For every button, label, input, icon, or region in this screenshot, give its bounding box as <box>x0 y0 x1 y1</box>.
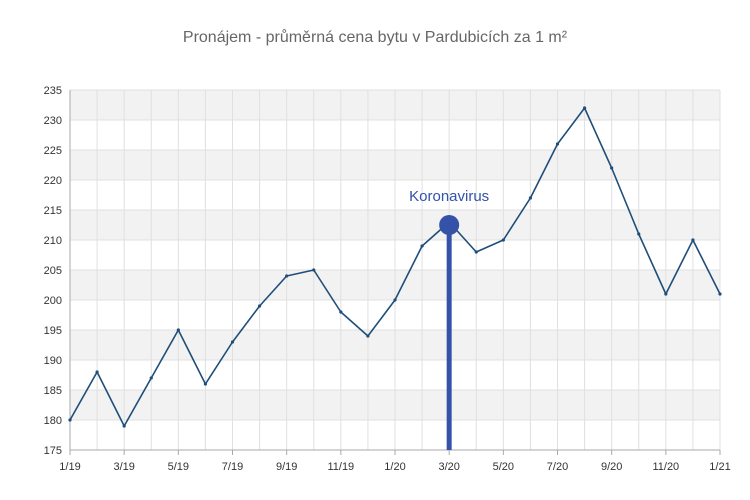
y-tick-label: 195 <box>44 325 62 337</box>
data-point <box>555 142 560 146</box>
x-tick-label: 11/20 <box>652 461 679 473</box>
x-tick-label: 11/19 <box>327 461 354 473</box>
y-tick-label: 175 <box>44 445 62 457</box>
data-point <box>393 298 397 302</box>
x-tick-label: 1/19 <box>59 461 80 473</box>
data-point <box>718 292 722 296</box>
data-point <box>664 292 668 296</box>
data-point <box>474 250 478 254</box>
grid-lines <box>69 89 721 451</box>
y-axis: 175 180 185 190 195 200 205 210 215 220 225 230 235 <box>44 85 71 457</box>
y-tick-label: 230 <box>44 115 62 127</box>
y-tick-label: 215 <box>44 205 62 217</box>
data-point <box>312 268 316 272</box>
annotation-marker <box>439 215 460 235</box>
data-point <box>501 238 505 242</box>
y-tick-label: 185 <box>44 385 62 397</box>
x-tick-label: 9/20 <box>601 461 622 473</box>
x-tick-label: 3/19 <box>113 461 134 473</box>
data-point <box>230 340 235 344</box>
y-tick-label: 225 <box>44 145 62 157</box>
y-tick-label: 200 <box>44 295 62 307</box>
x-tick-label: 1/20 <box>384 461 405 473</box>
data-point <box>176 328 180 332</box>
data-point <box>420 244 424 248</box>
x-axis: 1/19 3/19 5/19 7/19 9/19 11/19 1/20 3/20 5/20 7/2… <box>59 449 731 473</box>
x-tick-label: 9/19 <box>276 461 297 473</box>
data-point <box>528 196 533 200</box>
x-tick-label: 5/20 <box>493 461 514 473</box>
data-point <box>68 418 72 422</box>
y-tick-label: 220 <box>44 175 62 187</box>
y-tick-label: 205 <box>44 265 62 277</box>
chart-title: Pronájem - průměrná cena bytu v Pardubic… <box>183 28 568 46</box>
data-point <box>691 238 695 242</box>
data-point <box>637 232 641 236</box>
y-tick-label: 190 <box>44 355 62 367</box>
data-point <box>203 382 208 386</box>
x-tick-label: 1/21 <box>709 461 730 473</box>
x-tick-label: 7/20 <box>547 461 568 473</box>
series-layer <box>68 106 722 428</box>
data-point <box>122 424 126 428</box>
data-point <box>257 304 262 308</box>
data-point <box>366 334 370 338</box>
x-tick-label: 5/19 <box>168 461 189 473</box>
annotation-layer: Koronavirus <box>409 188 489 450</box>
x-tick-label: 7/19 <box>222 461 243 473</box>
y-tick-label: 210 <box>44 235 62 247</box>
data-point <box>95 370 99 374</box>
y-tick-label: 235 <box>44 85 62 97</box>
data-point <box>582 106 587 110</box>
data-point <box>285 274 289 278</box>
data-point <box>610 166 614 170</box>
y-tick-label: 180 <box>44 415 62 427</box>
data-point <box>339 310 343 314</box>
x-tick-label: 3/20 <box>438 461 459 473</box>
data-point <box>149 376 153 380</box>
annotation-bar <box>446 225 452 450</box>
annotation-label: Koronavirus <box>409 188 489 205</box>
